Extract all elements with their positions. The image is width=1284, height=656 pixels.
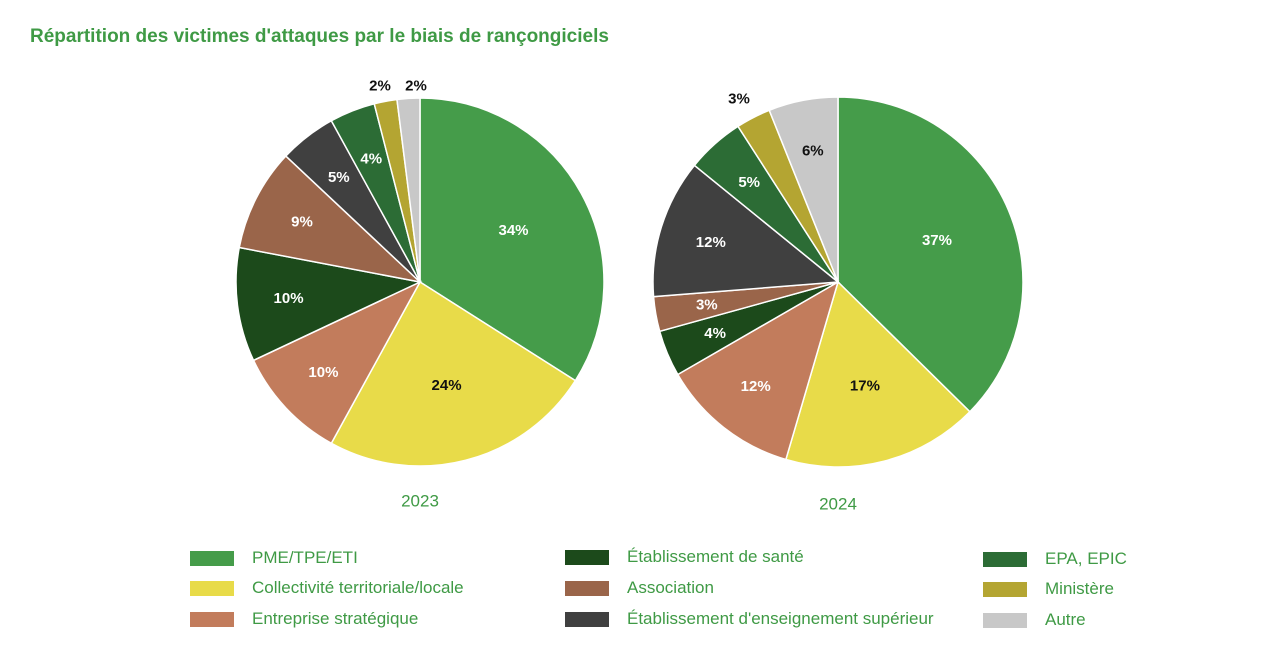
slice-data-label: 10% [308, 364, 338, 381]
legend-swatch [190, 611, 234, 627]
pie-2023: 34% 24% 10% 10% 9% 5% 4% 2% 2% 2023 [235, 78, 605, 511]
legend-label: Association [627, 578, 714, 597]
legend-item-ministere: Ministère [983, 579, 1114, 599]
pie-slice [235, 246, 423, 362]
legend-item-enseignement-superieur: Établissement d'enseignement supérieur [565, 609, 934, 629]
legend-item-entreprise-strategique: Entreprise stratégique [190, 609, 418, 629]
slice-data-label: 3% [696, 297, 718, 314]
slice-data-label: 2% [369, 78, 391, 95]
legend-item-epa-epic: EPA, EPIC [983, 549, 1127, 569]
slice-data-label: 34% [499, 222, 529, 239]
pie-year-label: 2024 [819, 495, 857, 514]
legend-item-collectivite: Collectivité territoriale/locale [190, 578, 464, 598]
slice-data-label: 9% [291, 213, 313, 230]
slice-data-label: 5% [738, 174, 760, 191]
slice-data-label: 5% [328, 169, 350, 186]
pie-slice [784, 280, 971, 468]
pie-2024: 37% 17% 12% 4% 3% 12% 5% 3% 6% 2024 [652, 91, 1024, 514]
legend-swatch [983, 581, 1027, 597]
legend-label: Autre [1045, 610, 1086, 629]
slice-data-label: 3% [728, 91, 750, 108]
pie-slice [396, 97, 421, 283]
legend-swatch [983, 551, 1027, 567]
legend-swatch [565, 549, 609, 565]
legend-item-pme: PME/TPE/ETI [190, 548, 358, 568]
legend-item-sante: Établissement de santé [565, 547, 804, 567]
chart-title: Répartition des victimes d'attaques par … [30, 26, 609, 47]
slice-data-label: 12% [696, 234, 726, 251]
pie-slice [238, 154, 423, 284]
pie-slice [419, 97, 605, 382]
slice-data-label: 37% [922, 232, 952, 249]
legend-label: Entreprise stratégique [252, 609, 419, 628]
legend-label: Ministère [1045, 579, 1114, 598]
pie-slice [252, 280, 422, 445]
legend-label: Établissement d'enseignement supérieur [627, 609, 934, 628]
pie-slice [676, 280, 840, 461]
pie-slice [837, 96, 1024, 413]
slice-data-label: 4% [704, 325, 726, 342]
legend-label: EPA, EPIC [1045, 549, 1127, 568]
legend-item-association: Association [565, 578, 714, 598]
slice-data-label: 24% [432, 377, 462, 394]
pie-slice [768, 96, 839, 283]
legend-swatch [190, 580, 234, 596]
slice-data-label: 4% [360, 150, 382, 167]
legend-swatch [190, 550, 234, 566]
slice-data-label: 10% [274, 290, 304, 307]
slice-data-label: 12% [741, 378, 771, 395]
legend-label: Collectivité territoriale/locale [252, 578, 464, 597]
pie-slice [652, 164, 840, 298]
pie-slice [330, 280, 577, 467]
slice-data-label: 17% [850, 377, 880, 394]
pie-year-label: 2023 [401, 492, 439, 511]
legend-label: PME/TPE/ETI [252, 548, 358, 567]
legend-swatch [565, 580, 609, 596]
legend-label: Établissement de santé [627, 547, 804, 566]
legend-swatch [565, 611, 609, 627]
legend-item-autre: Autre [983, 610, 1086, 630]
slice-data-label: 2% [405, 78, 427, 95]
slice-data-label: 6% [802, 143, 824, 160]
legend-swatch [983, 612, 1027, 628]
